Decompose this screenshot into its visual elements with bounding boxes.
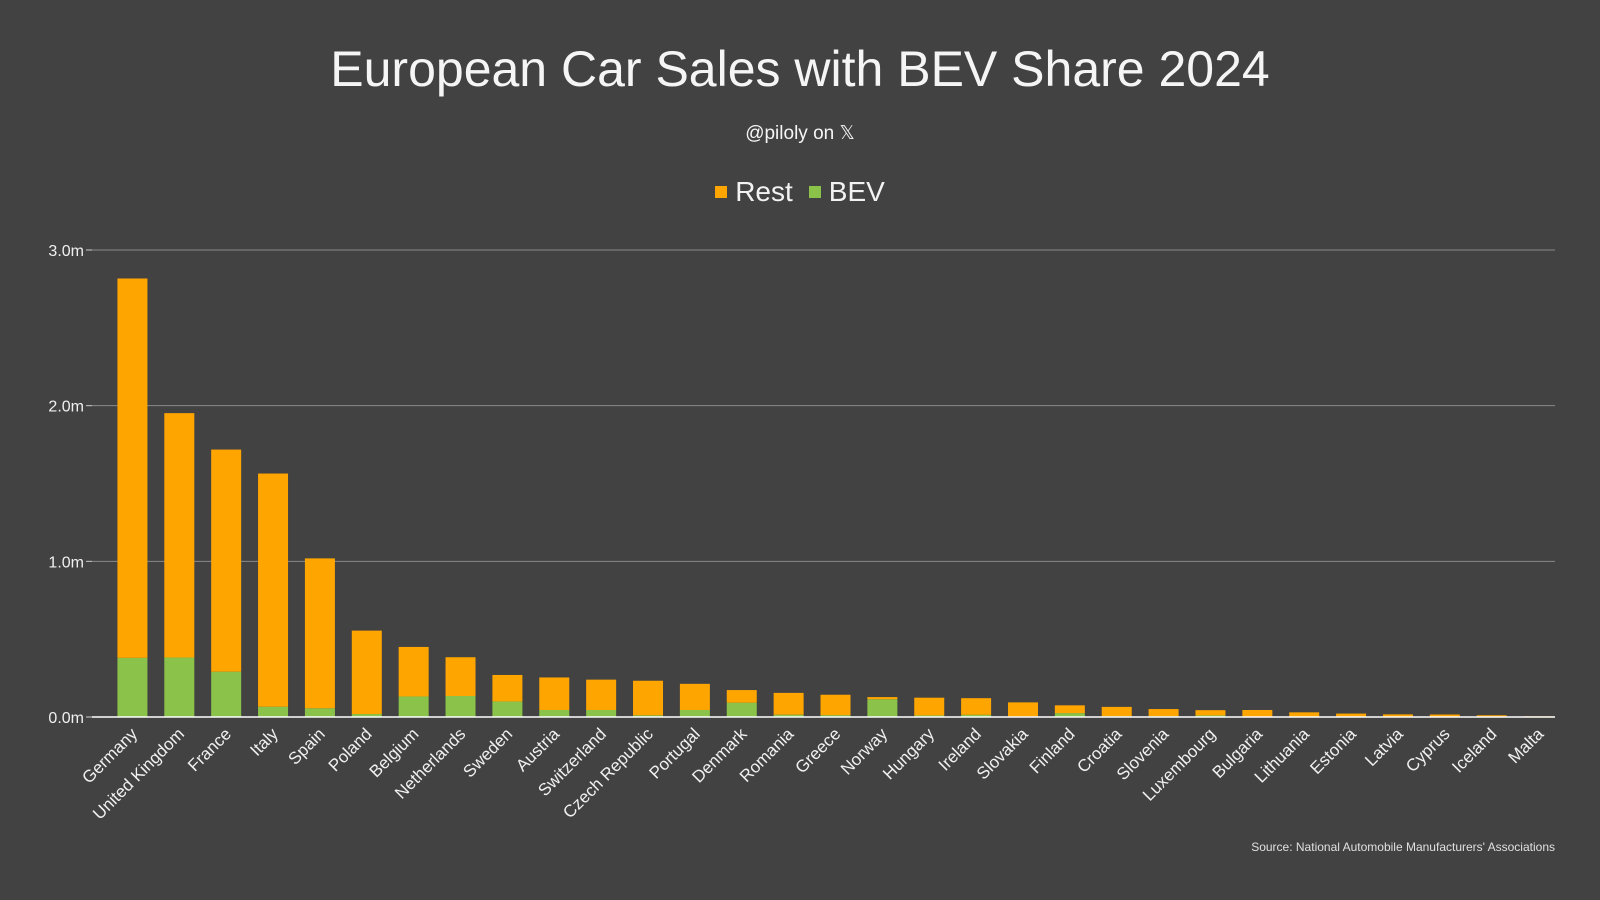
bar-bev-netherlands [445,695,476,717]
x-tick-label: Italy [246,724,282,760]
bar-bev-romania [773,714,804,717]
bar-rest-germany [117,278,148,658]
bar-rest-slovakia [1007,702,1038,717]
bar-rest-austria [539,677,570,710]
y-tick-label: 3.0m [48,243,84,260]
legend-label-bev: BEV [828,176,885,207]
bar-bev-luxembourg [1195,715,1226,717]
bar-rest-finland [1054,705,1085,714]
bar-rest-portugal [679,683,710,710]
bar-rest-cyprus [1429,714,1460,717]
source-note: Source: National Automobile Manufacturer… [1251,840,1555,854]
bar-rest-belgium [398,646,429,697]
bar-rest-ireland [961,698,992,715]
bar-rest-switzerland [586,679,617,710]
x-logo-icon: 𝕏 [839,123,855,144]
bar-bev-italy [258,706,289,717]
bar-bev-united-kingdom [164,657,195,717]
x-tick-label: Estonia [1306,724,1360,778]
bar-rest-denmark [726,690,757,703]
bar-rest-estonia [1336,713,1367,717]
x-tick-label: Greece [791,724,844,777]
bar-rest-iceland [1476,715,1507,717]
chart-subtitle: @piloly on 𝕏 [0,122,1600,145]
bar-bev-ireland [961,714,992,717]
x-tick-label: Spain [285,724,329,768]
x-tick-label: Latvia [1361,724,1407,770]
legend-label-rest: Rest [735,176,793,207]
bar-rest-slovenia [1148,709,1179,717]
bar-rest-france [211,449,242,672]
bar-bev-finland [1054,713,1085,717]
bar-bev-denmark [726,702,757,717]
bar-rest-poland [351,630,382,715]
bar-bev-france [211,671,242,717]
bar-bev-greece [820,715,851,717]
bar-bev-norway [867,699,898,717]
bar-bev-belgium [398,696,429,717]
y-tick-label: 2.0m [48,399,84,416]
legend-swatch-rest [715,186,728,198]
bar-rest-luxembourg [1195,710,1226,716]
bar-bev-czech-republic [633,715,664,717]
x-tick-label: Malta [1505,724,1548,767]
x-tick-label: Hungary [879,724,938,783]
bar-rest-czech-republic [633,680,664,716]
bar-bev-portugal [679,709,710,717]
bar-bev-hungary [914,715,945,717]
x-tick-label: Finland [1026,724,1079,777]
bar-rest-spain [304,558,335,709]
bar-bev-poland [351,714,382,717]
x-tick-label: Slovakia [973,724,1032,783]
bar-rest-netherlands [445,657,476,696]
bar-rest-italy [258,473,289,707]
bar-rest-croatia [1101,706,1132,717]
legend: Rest BEV [0,176,1600,208]
bar-bev-germany [117,657,148,717]
bar-rest-sweden [492,674,523,702]
legend-swatch-bev [808,186,821,198]
bar-rest-latvia [1382,714,1413,717]
bar-bev-switzerland [586,709,617,717]
x-tick-label: France [184,724,235,775]
y-tick-label: 0.0m [48,710,84,727]
bar-bev-austria [539,709,570,717]
bar-rest-romania [773,692,804,715]
x-tick-label: Cyprus [1402,724,1454,776]
legend-item-rest[interactable]: Rest [715,176,793,208]
bar-rest-bulgaria [1242,709,1273,717]
bar-bev-spain [304,708,335,717]
x-tick-label: Sweden [459,724,516,781]
bar-rest-hungary [914,697,945,716]
bar-rest-lithuania [1289,712,1320,717]
bar-bev-sweden [492,701,523,717]
legend-item-bev[interactable]: BEV [808,176,885,208]
subtitle-text: @piloly on [745,123,835,144]
bar-rest-norway [867,697,898,700]
x-tick-label: Iceland [1448,724,1500,776]
bar-rest-united-kingdom [164,413,195,658]
chart-title: European Car Sales with BEV Share 2024 [330,41,1270,97]
y-tick-label: 1.0m [48,554,84,571]
bar-rest-greece [820,694,851,716]
